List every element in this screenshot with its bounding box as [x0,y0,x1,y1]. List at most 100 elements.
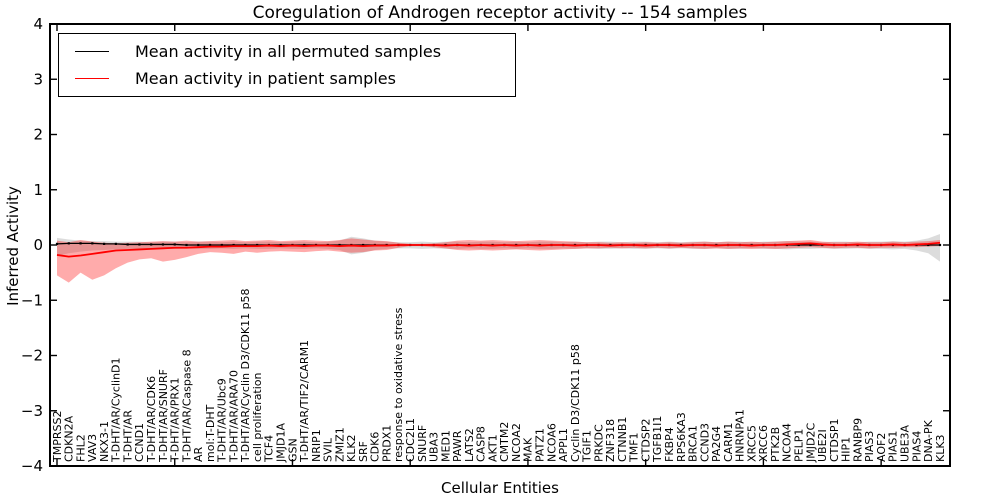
x-tick-label: SRF [357,441,370,462]
x-tick-label: Cyclin D3/CDK11 p58 [569,344,582,462]
x-tick-label: HNRNPA1 [734,409,747,462]
x-tick-label: CARM1 [722,423,735,462]
legend: Mean activity in all permuted samples Me… [58,33,516,97]
x-tick-label: CCND3 [698,423,711,462]
x-tick-label: APPL1 [557,428,570,462]
x-tick-label: CTDSP2 [639,419,652,462]
x-tick-label: VAV3 [86,434,99,462]
data-point-marker [55,242,59,245]
x-tick-label: TCF4 [263,435,276,463]
x-tick-label: AKT1 [486,434,499,462]
chart-title: Coregulation of Androgen receptor activi… [252,3,748,23]
y-tick-label: 3 [33,70,43,88]
x-tick-label: DNA-PK [922,419,935,462]
data-point-marker [338,243,341,247]
x-tick-label: UBE2I [816,429,829,462]
legend-entry-permuted: Mean activity in all permuted samples [59,42,515,61]
x-tick-label: CDK6 [369,432,382,462]
data-point-marker [208,243,212,247]
x-tick-label: GSN [286,438,299,462]
x-tick-label: KLK3 [934,434,947,462]
y-tick-label: −2 [21,347,43,365]
x-tick-label: PELP1 [793,429,806,462]
data-point-marker [102,242,106,245]
x-tick-label: cell proliferation [251,372,264,462]
data-point-marker [67,242,70,245]
x-tick-label: TGFB1I1 [651,416,664,463]
x-tick-label: XRCC5 [745,425,758,462]
data-point-marker [173,243,176,246]
x-tick-label: TMPRSS2 [51,411,64,463]
y-tick-label: −4 [21,457,43,475]
x-tick-label: PIAS3 [863,431,876,462]
x-tick-label: T-DHT/AR/PRX1 [169,377,182,463]
permuted-sample-range-band [57,233,940,262]
data-point-marker [938,243,942,247]
data-point-marker [232,243,235,247]
x-tick-label: PA2G4 [710,426,723,462]
x-tick-label: T-DHT/AR/TIF2/CARM1 [298,340,311,463]
x-tick-label: CDC2L1 [404,418,417,462]
x-tick-label: HIP1 [840,437,853,462]
permuted-line-swatch [75,51,109,52]
x-tick-label: PIAS4 [910,431,923,462]
x-tick-label: JMJD2C [804,423,817,463]
x-tick-label: T-DHT/AR/CyclinD1 [110,357,123,463]
x-tick-label: AR [192,446,205,462]
x-tick-label: NCOA6 [545,423,558,462]
x-tick-label: RPS6KA3 [675,412,688,462]
x-tick-label: CCND1 [133,423,146,462]
data-point-marker [185,243,188,247]
y-tick-label: 2 [33,126,43,144]
x-tick-label: ZNF318 [604,419,617,462]
x-tick-label: PRKDC [592,424,605,462]
x-tick-label: CASP8 [475,426,488,462]
x-tick-label: T-DHT/AR/Ubc9 [216,378,229,463]
x-tick-label: FKBP4 [663,427,676,462]
y-tick-label: 4 [33,15,43,33]
x-tick-label: T-DHT/AR/SNURF [157,369,170,463]
data-point-marker [256,243,259,247]
patient-mean-line [56,241,941,258]
y-tick-label: 1 [33,181,43,199]
data-point-marker [927,243,930,247]
data-point-marker [150,243,153,246]
data-point-marker [91,242,94,245]
x-tick-label: T-DHT/AR [121,410,134,463]
y-tick-label: 0 [33,236,43,254]
x-tick-label: PAWR [451,430,464,462]
data-point-marker [79,242,82,245]
x-tick-label: JMJD1A [274,423,287,463]
x-tick-label: KLK2 [345,434,358,462]
x-tick-label: TGIF1 [581,430,594,463]
y-tick-label: −1 [21,291,43,309]
data-point-marker [126,243,129,246]
data-point-marker [220,243,223,247]
x-tick-label: response to oxidative stress [392,307,405,462]
data-point-marker [303,243,306,247]
x-tick-label: ZMIZ1 [333,427,346,462]
patient-sample-range-band [57,238,940,283]
x-tick-label: RANBP9 [851,418,864,462]
x-tick-label: BRCA1 [687,425,700,462]
x-tick-label: PIAS1 [887,431,900,462]
x-tick-label: NCOA4 [781,423,794,462]
x-tick-label: FHL2 [74,434,87,462]
x-tick-label: PATZ1 [534,428,547,462]
x-tick-label: MED1 [439,430,452,462]
x-tick-label: UBA3 [428,432,441,462]
x-tick-label: AOF2 [875,433,888,462]
x-tick-label: TMF1 [628,432,641,463]
data-point-marker [797,243,800,247]
data-point-marker [362,243,365,247]
data-point-marker [138,243,141,246]
x-tick-label: UBE3A [898,424,911,462]
data-point-marker [809,243,812,247]
y-tick-label: −3 [21,402,43,420]
x-tick-label: CTNNB1 [616,417,629,462]
x-tick-label: CDKN2A [63,415,76,462]
data-point-marker [114,242,117,245]
x-tick-label: SVIL [322,437,335,462]
x-tick-label: NCOA2 [510,423,523,462]
